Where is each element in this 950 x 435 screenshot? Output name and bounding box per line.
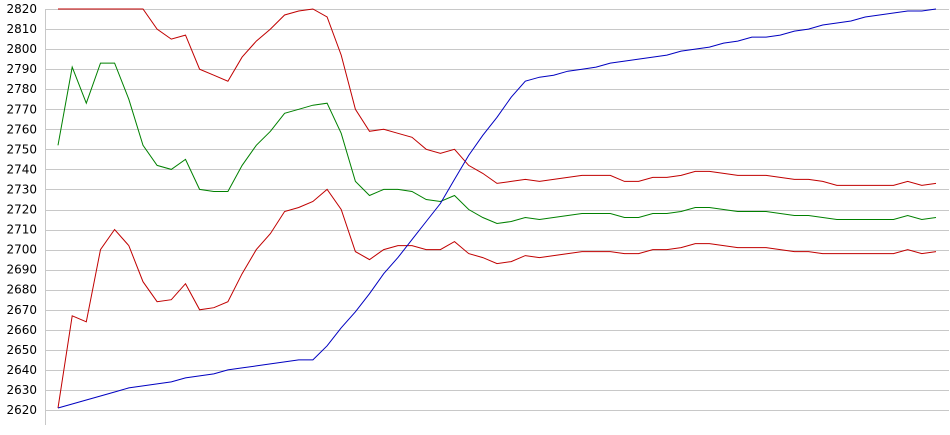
y-tick-label: 2670	[6, 303, 37, 317]
y-tick-label: 2820	[6, 2, 37, 16]
y-tick-label: 2690	[6, 263, 37, 277]
series-layer	[57, 8, 937, 409]
series-line-1	[58, 8, 937, 186]
y-tick-label: 2740	[6, 162, 37, 176]
y-tick-label: 2620	[6, 403, 37, 417]
y-tick-label: 2720	[6, 203, 37, 217]
y-axis: 2620 2630 2640 2650 2660 2670 2680 2690 2700 2710…	[6, 2, 37, 417]
y-tick-label: 2780	[6, 82, 37, 96]
y-tick-label: 2760	[6, 122, 37, 136]
y-tick-label: 2770	[6, 102, 37, 116]
y-tick-label: 2700	[6, 243, 37, 257]
y-tick-label: 2630	[6, 383, 37, 397]
series-line-2	[57, 62, 937, 225]
series-line-4	[57, 8, 937, 409]
y-tick-label: 2680	[6, 283, 37, 297]
y-tick-label: 2750	[6, 142, 37, 156]
y-tick-label: 2710	[6, 223, 37, 237]
y-tick-label: 2800	[6, 42, 37, 56]
y-tick-label: 2660	[6, 323, 37, 337]
series-line-3	[57, 188, 937, 409]
y-tick-label: 2650	[6, 343, 37, 357]
gridlines	[45, 9, 949, 425]
y-tick-label: 2730	[6, 182, 37, 196]
y-tick-label: 2790	[6, 62, 37, 76]
y-tick-label: 2810	[6, 22, 37, 36]
y-tick-label: 2640	[6, 363, 37, 377]
